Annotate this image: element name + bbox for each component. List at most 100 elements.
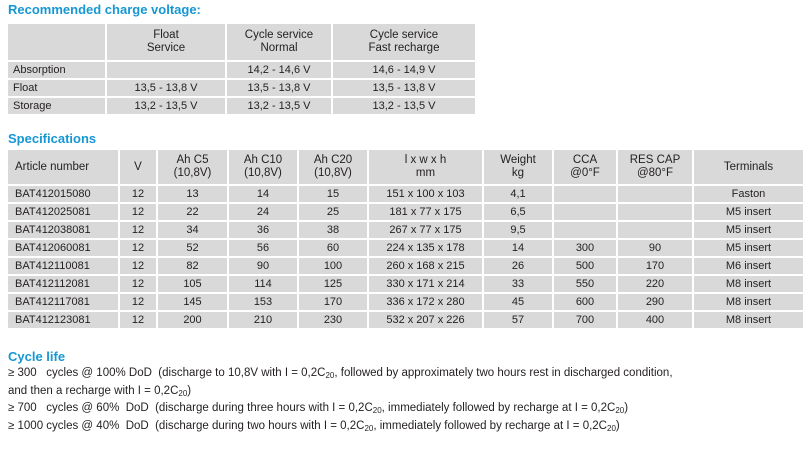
- cycle-life-heading: Cycle life: [8, 349, 66, 364]
- table-cell: BAT412015080: [6, 184, 120, 204]
- table-cell: 330 x 171 x 214: [367, 274, 484, 294]
- table-cell: 52: [156, 238, 229, 258]
- table-cell: 300: [552, 238, 618, 258]
- table-cell: 14,6 - 14,9 V: [331, 60, 477, 80]
- table-cell: 114: [227, 274, 299, 294]
- table-cell: 13,5 - 13,8 V: [105, 78, 227, 98]
- table-cell: 500: [552, 256, 618, 276]
- subscript-text: 20: [372, 406, 382, 416]
- table-cell: 100: [297, 256, 369, 276]
- table-cell: [616, 184, 694, 204]
- table-cell: 105: [156, 274, 229, 294]
- table-cell: 151 x 100 x 103: [367, 184, 484, 204]
- subscript-text: 20: [615, 406, 625, 416]
- table-cell: 33: [482, 274, 554, 294]
- table-cell: [616, 202, 694, 222]
- spec-header-voltage: V: [118, 148, 158, 186]
- table-cell: Absorption: [6, 60, 107, 80]
- text-segment: , immediately followed by recharge at I …: [373, 419, 607, 432]
- table-cell: 34: [156, 220, 229, 240]
- charge-header-cycle-normal: Cycle service Normal: [225, 22, 333, 62]
- table-row: Float 13,5 - 13,8 V 13,5 - 13,8 V 13,5 - 13…: [6, 78, 477, 98]
- table-cell: [552, 184, 618, 204]
- spec-header-weight: Weight kg: [482, 148, 554, 186]
- table-cell: 90: [227, 256, 299, 276]
- table-cell: M5 insert: [692, 238, 805, 258]
- text-segment: ): [624, 402, 629, 415]
- table-cell: 12: [118, 238, 158, 258]
- table-cell: 26: [482, 256, 554, 276]
- cycle-life-text: ≥ 300 cycles @ 100% DoD (discharge to 10…: [8, 365, 808, 435]
- spec-header-cca: CCA @0°F: [552, 148, 618, 186]
- table-cell: 25: [297, 202, 369, 222]
- table-cell: 22: [156, 202, 229, 222]
- table-cell: 12: [118, 310, 158, 330]
- table-cell: 12: [118, 256, 158, 276]
- table-cell: 13,5 - 13,8 V: [331, 78, 477, 98]
- table-cell: 12: [118, 292, 158, 312]
- table-cell: 12: [118, 184, 158, 204]
- table-cell: M5 insert: [692, 202, 805, 222]
- text-segment: ≥ 1000 cycles @ 40% DoD (discharge durin…: [8, 419, 365, 432]
- table-cell: 57: [482, 310, 554, 330]
- table-row: BAT412038081 12 34 36 38 267 x 77 x 175 9,5 M5 …: [6, 220, 805, 240]
- spec-header-dimensions: l x w x h mm: [367, 148, 484, 186]
- subscript-text: 20: [364, 423, 374, 433]
- spec-header-article-number: Article number: [6, 148, 120, 186]
- table-cell: Faston: [692, 184, 805, 204]
- table-cell: Storage: [6, 96, 107, 116]
- spec-header-ah-c5: Ah C5 (10,8V): [156, 148, 229, 186]
- table-cell: 9,5: [482, 220, 554, 240]
- table-cell: 6,5: [482, 202, 554, 222]
- table-row: BAT412110081 12 82 90 100 260 x 168 x 215 26 50…: [6, 256, 805, 276]
- table-cell: 170: [616, 256, 694, 276]
- charge-voltage-table: Float Service Cycle service Normal Cycle…: [6, 22, 477, 116]
- table-row: BAT412015080 12 13 14 15 151 x 100 x 103 4,1 Fa…: [6, 184, 805, 204]
- table-cell: 220: [616, 274, 694, 294]
- table-cell: BAT412117081: [6, 292, 120, 312]
- table-cell: BAT412110081: [6, 256, 120, 276]
- table-row: BAT412060081 12 52 56 60 224 x 135 x 178 14 300…: [6, 238, 805, 258]
- text-segment: , followed by approximately two hours re…: [334, 367, 673, 379]
- table-row: BAT412025081 12 22 24 25 181 x 77 x 175 6,5 M5 …: [6, 202, 805, 222]
- charge-voltage-heading: Recommended charge voltage:: [8, 2, 201, 17]
- table-row: BAT412117081 12 145 153 170 336 x 172 x 280 45…: [6, 292, 805, 312]
- table-cell: M8 insert: [692, 292, 805, 312]
- text-segment: , immediately followed by recharge at I …: [381, 402, 616, 415]
- table-row: BAT412112081 12 105 114 125 330 x 171 x 214 33…: [6, 274, 805, 294]
- table-cell: 14: [227, 184, 299, 204]
- specifications-heading: Specifications: [8, 131, 97, 146]
- table-cell: BAT412123081: [6, 310, 120, 330]
- table-cell: BAT412112081: [6, 274, 120, 294]
- cycle-life-line: and then a recharge with I = 0,2C20): [8, 383, 808, 401]
- subscript-text: 20: [325, 371, 335, 380]
- table-cell: 200: [156, 310, 229, 330]
- table-cell: 550: [552, 274, 618, 294]
- table-row: Storage 13,2 - 13,5 V 13,2 - 13,5 V 13,2 - …: [6, 96, 477, 116]
- table-cell: M8 insert: [692, 310, 805, 330]
- subscript-text: 20: [178, 388, 188, 398]
- table-cell: 267 x 77 x 175: [367, 220, 484, 240]
- cycle-life-line: ≥ 700 cycles @ 60% DoD (discharge during…: [8, 400, 808, 418]
- table-cell: 45: [482, 292, 554, 312]
- table-cell: 170: [297, 292, 369, 312]
- charge-header-float-service: Float Service: [105, 22, 227, 62]
- table-cell: [105, 60, 227, 80]
- charge-header-blank: [6, 22, 107, 62]
- spec-table-header-row: Article number V Ah C5 (10,8V) Ah C10 (1…: [6, 148, 805, 186]
- cycle-life-line: ≥ 1000 cycles @ 40% DoD (discharge durin…: [8, 418, 808, 436]
- table-cell: 125: [297, 274, 369, 294]
- table-cell: BAT412025081: [6, 202, 120, 222]
- text-segment: ≥ 300 cycles @ 100% DoD (discharge to 10…: [8, 367, 326, 379]
- table-cell: 36: [227, 220, 299, 240]
- text-segment: ≥ 700 cycles @ 60% DoD (discharge during…: [8, 402, 373, 415]
- text-segment: ): [187, 384, 192, 397]
- table-cell: M5 insert: [692, 220, 805, 240]
- table-cell: 13,2 - 13,5 V: [225, 96, 333, 116]
- table-cell: 230: [297, 310, 369, 330]
- charge-table-header-row: Float Service Cycle service Normal Cycle…: [6, 22, 477, 62]
- table-cell: 181 x 77 x 175: [367, 202, 484, 222]
- text-segment: and then a recharge with I = 0,2C: [8, 384, 179, 397]
- table-cell: 56: [227, 238, 299, 258]
